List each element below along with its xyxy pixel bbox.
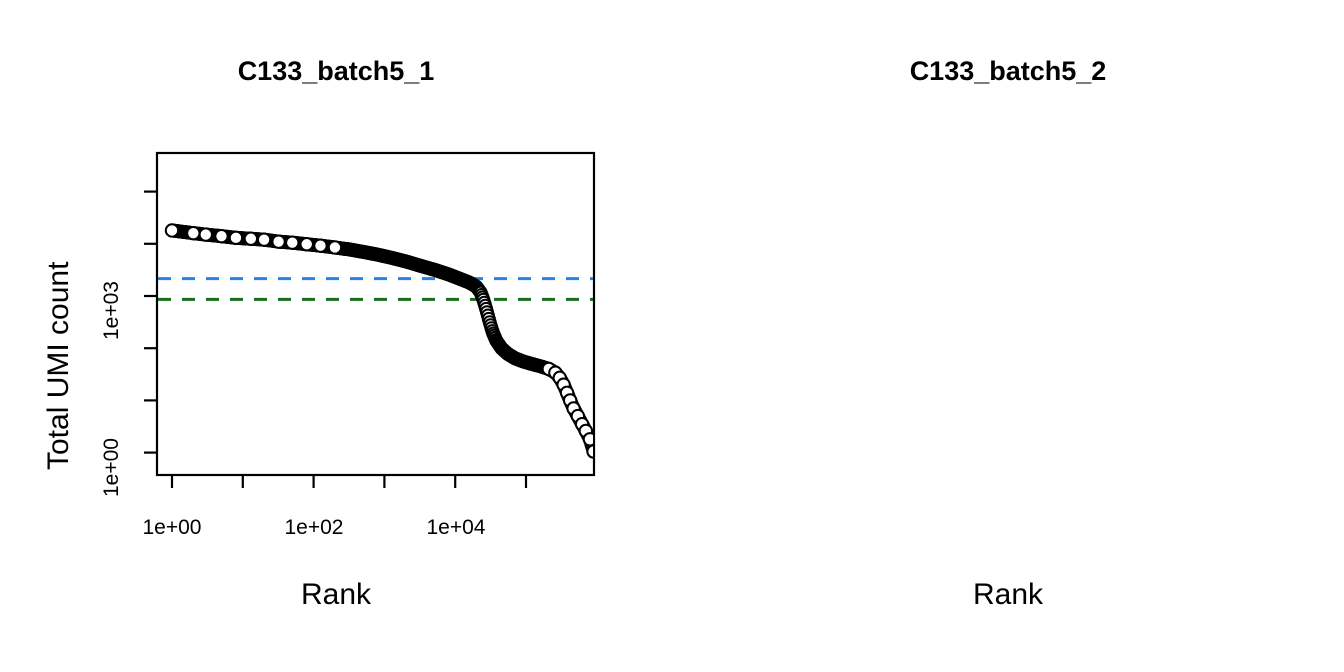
data-point (164, 223, 180, 238)
data-point (586, 444, 593, 459)
data-point (327, 240, 343, 255)
data-point (271, 234, 286, 249)
data-point (285, 235, 300, 250)
plot-title-1: C133_batch5_1 (237, 56, 435, 86)
plot-panel-2: C133_batch5_2 Total UMI count Rank 1e+03… (672, 0, 1344, 672)
plot-panel-1: C133_batch5_1 Total UMI count Rank 1e+03… (42, 56, 596, 611)
plot-area-2 (0, 0, 672, 672)
data-point (256, 232, 272, 247)
plot-area-1 (144, 151, 596, 488)
data-point (214, 228, 229, 244)
plot-title-2: C133_batch5_2 (909, 56, 1107, 86)
x-tick-label-1-1e00: 1e+00 (142, 516, 202, 539)
x-tick-label-1-1e04: 1e+04 (426, 516, 486, 539)
x-axis-label-2: Rank (972, 578, 1044, 611)
data-point (198, 227, 213, 242)
plot-border (155, 151, 596, 477)
x-axis-label-1: Rank (300, 578, 372, 611)
data-point (313, 238, 328, 253)
data-point (228, 230, 244, 246)
data-point (299, 237, 314, 252)
x-tick-label-1-1e02: 1e+02 (284, 516, 344, 539)
